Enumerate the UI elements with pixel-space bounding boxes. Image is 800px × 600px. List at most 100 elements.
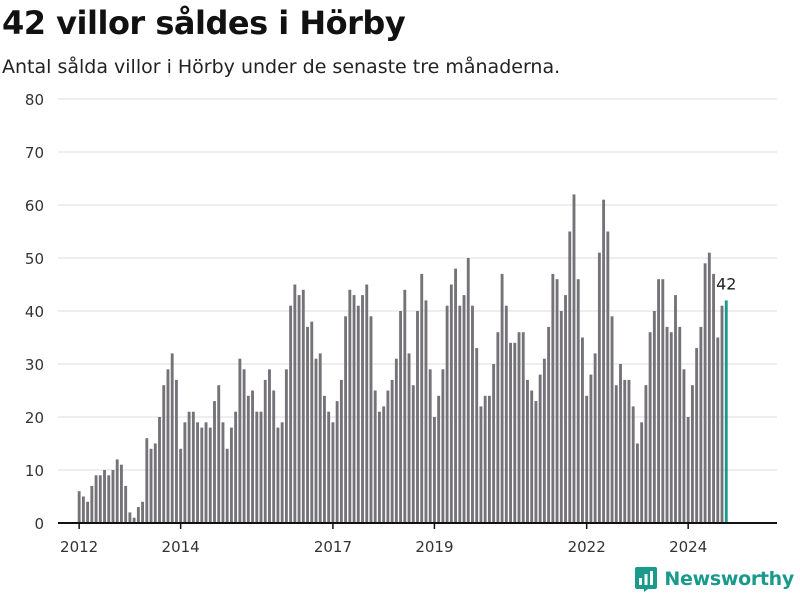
bar <box>229 427 233 523</box>
bar <box>120 464 123 523</box>
bar <box>555 279 559 523</box>
bar <box>382 406 386 523</box>
bar <box>200 427 204 523</box>
y-tick-label: 20 <box>25 409 44 427</box>
y-tick-label: 50 <box>25 250 44 268</box>
bar <box>559 311 563 523</box>
bar <box>657 279 661 523</box>
y-tick-label: 60 <box>25 197 44 215</box>
bar <box>492 364 496 523</box>
bar <box>441 369 445 523</box>
bar <box>504 305 508 523</box>
bar <box>136 507 140 523</box>
x-tick-label: 2012 <box>60 538 98 556</box>
bar <box>690 385 694 523</box>
bar <box>593 353 597 523</box>
bar <box>191 411 195 523</box>
bar <box>297 295 301 523</box>
bar <box>432 417 436 523</box>
bar <box>589 374 593 523</box>
bar <box>420 273 424 523</box>
bar <box>572 194 576 523</box>
bar <box>153 443 157 523</box>
bar <box>149 448 153 523</box>
bar <box>551 273 555 523</box>
bar <box>479 406 483 523</box>
bar <box>517 332 521 523</box>
bar <box>344 316 348 523</box>
bar <box>500 273 504 523</box>
bar <box>509 342 512 523</box>
bar <box>678 326 682 523</box>
bar <box>399 311 403 523</box>
bar <box>263 379 267 523</box>
bar <box>454 268 458 523</box>
bar <box>635 443 639 523</box>
bar <box>77 491 81 523</box>
bar <box>568 231 572 523</box>
bar <box>597 252 601 523</box>
bar <box>365 284 369 523</box>
bar <box>132 517 136 523</box>
bar <box>538 374 542 523</box>
bar <box>602 199 606 523</box>
y-tick-label: 30 <box>25 356 44 374</box>
bar <box>318 353 322 523</box>
bar <box>424 300 428 523</box>
bar <box>310 321 314 523</box>
bar <box>686 417 690 523</box>
bar <box>196 422 200 523</box>
bar <box>445 305 449 523</box>
bar <box>699 326 703 523</box>
bar <box>496 332 500 523</box>
bar <box>534 401 538 523</box>
bar <box>204 422 208 523</box>
bar <box>585 395 589 523</box>
chart-title: 42 villor såldes i Hörby <box>2 4 406 42</box>
newsworthy-logo-icon <box>635 567 658 592</box>
bar <box>403 289 407 523</box>
bar <box>86 501 90 523</box>
bar <box>407 353 411 523</box>
bar <box>361 295 364 523</box>
bar <box>437 395 441 523</box>
bar <box>428 369 432 523</box>
bar <box>623 379 627 523</box>
bar <box>648 332 652 523</box>
bar <box>284 369 288 523</box>
bar <box>462 295 466 523</box>
bar-value-annotation: 42 <box>716 274 736 293</box>
y-tick-label: 80 <box>25 91 44 109</box>
bar <box>314 358 318 523</box>
bar <box>665 326 669 523</box>
bar <box>471 305 474 523</box>
bar <box>158 417 161 523</box>
bar <box>141 501 145 523</box>
bar <box>640 422 644 523</box>
bar <box>712 273 715 523</box>
bar <box>619 364 622 523</box>
x-tick-label: 2014 <box>162 538 200 556</box>
bar <box>238 358 242 523</box>
bar <box>213 401 216 523</box>
bar <box>115 459 119 523</box>
brand-name: Newsworthy <box>664 568 794 590</box>
x-tick-label: 2024 <box>669 538 707 556</box>
bar <box>644 385 648 523</box>
bar <box>352 295 356 523</box>
bar <box>242 369 246 523</box>
bar <box>449 284 453 523</box>
bar <box>323 395 326 523</box>
bar <box>183 422 187 523</box>
bar <box>661 279 665 523</box>
bar <box>98 475 102 523</box>
y-tick-label: 40 <box>25 303 44 321</box>
bar <box>526 379 529 523</box>
chart-labels: 0 10 20 30 40 50 60 70 80 2012 2014 2017 2019 2022 202… <box>25 91 738 556</box>
newsworthy-logo[interactable]: Newsworthy <box>634 564 794 594</box>
bar <box>378 411 381 523</box>
bar <box>246 395 250 523</box>
bar <box>411 385 415 523</box>
x-tick-label: 2017 <box>314 538 352 556</box>
bar <box>255 411 259 523</box>
